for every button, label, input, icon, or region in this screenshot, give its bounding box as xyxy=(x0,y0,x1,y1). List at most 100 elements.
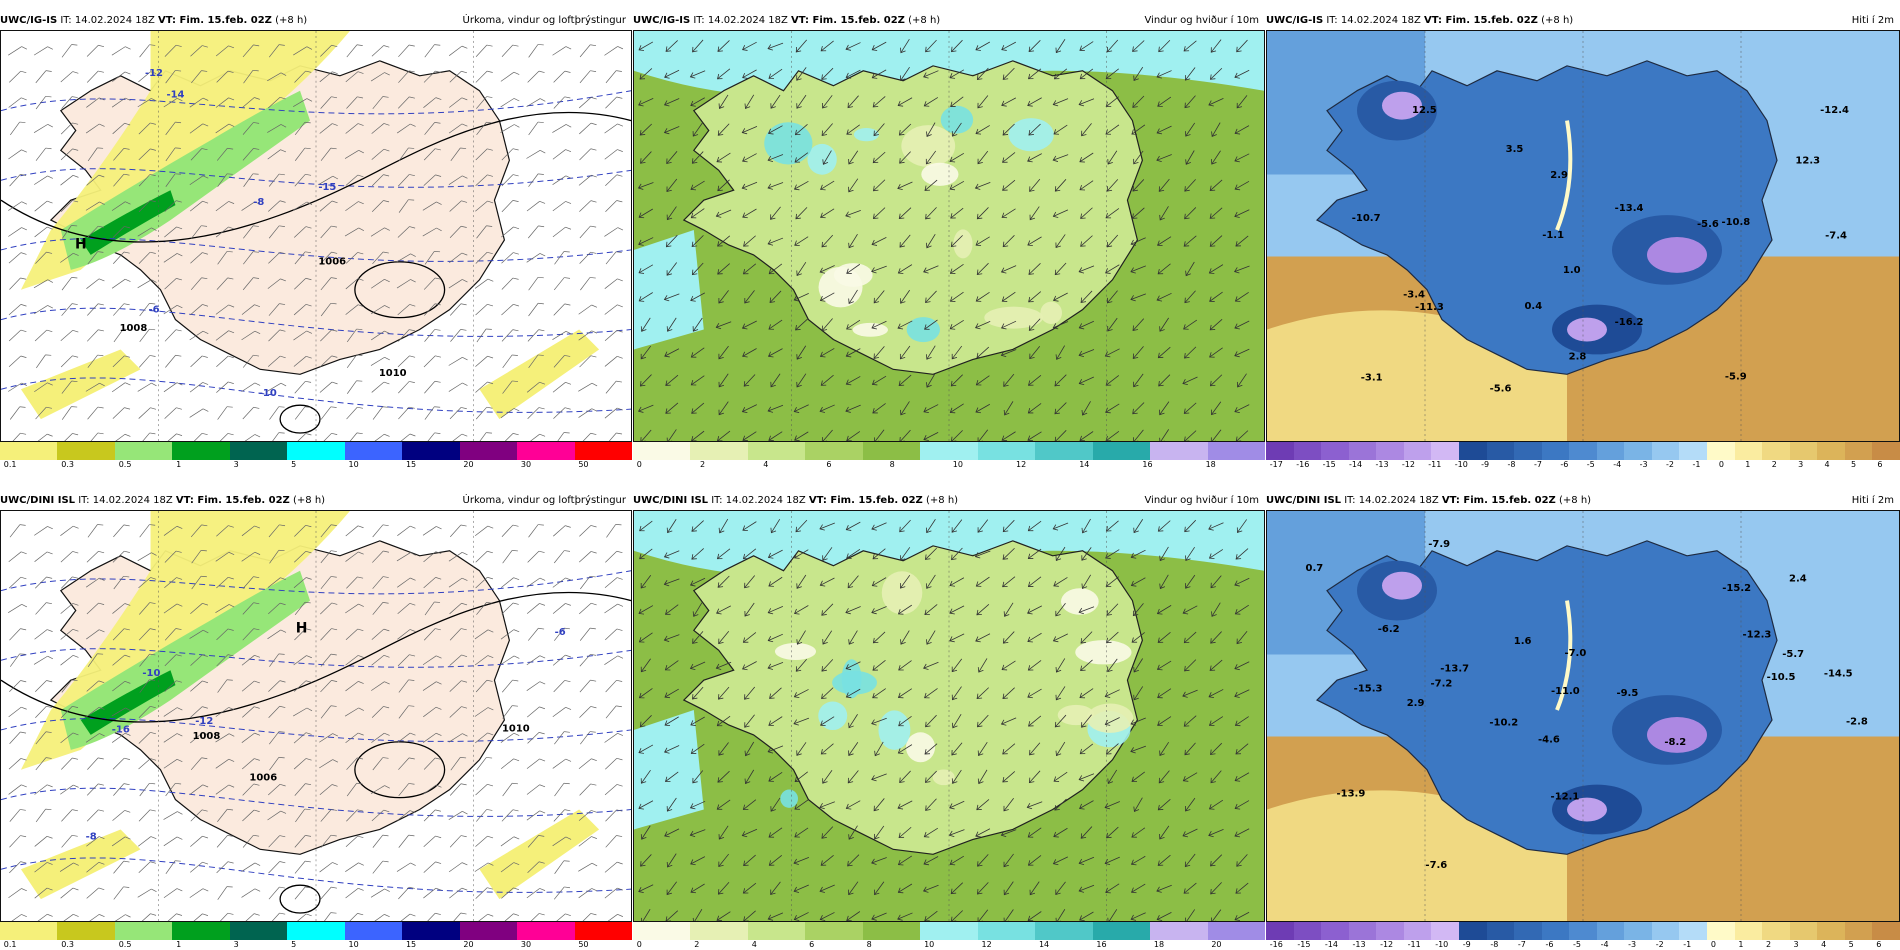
wind-barb xyxy=(398,147,415,162)
wind-barb xyxy=(448,552,468,562)
wind-arrow xyxy=(718,94,729,109)
wind-barb xyxy=(605,432,623,441)
wind-barb xyxy=(605,380,622,394)
wind-barb xyxy=(422,681,442,691)
map-value-label: -3.1 xyxy=(1361,373,1383,384)
wind-arrow xyxy=(1234,689,1250,698)
wind-barb xyxy=(217,808,234,822)
wind-arrow xyxy=(1183,235,1197,247)
wind-arrow xyxy=(1002,547,1015,560)
colorbar-segment xyxy=(57,922,115,940)
wind-barb xyxy=(9,731,27,745)
map-value-label: H xyxy=(75,236,87,252)
wind-barb xyxy=(243,251,259,265)
map-value-label: -10.2 xyxy=(1489,717,1518,728)
wind-arrow xyxy=(949,800,965,810)
wind-barb xyxy=(113,173,130,187)
wind-arrow xyxy=(1130,912,1146,921)
wind-arrow xyxy=(1027,520,1042,532)
wind-barb xyxy=(450,147,467,162)
wind-barb xyxy=(527,835,545,848)
wind-arrow xyxy=(1183,631,1197,644)
wind-arrow xyxy=(717,179,730,192)
wind-barb xyxy=(502,380,519,394)
colorbar-tick-label: 0 xyxy=(636,460,642,469)
wind-arrow xyxy=(900,66,910,81)
wind-barb xyxy=(35,147,52,161)
wind-barb xyxy=(320,432,338,441)
init-time: IT: 14.02.2024 18Z xyxy=(1341,495,1442,506)
wind-arrow xyxy=(1106,290,1118,304)
map-value-label: -5.6 xyxy=(1490,383,1512,394)
wind-arrow xyxy=(767,42,784,51)
init-time: IT: 14.02.2024 18Z xyxy=(690,15,792,26)
wind-arrow xyxy=(1130,855,1146,866)
wind-barb xyxy=(578,304,598,315)
colorbar-tick-label: -11 xyxy=(1428,460,1442,469)
map-value-label: -11.3 xyxy=(1415,302,1444,313)
wind-arrow xyxy=(638,237,654,246)
wind-barb xyxy=(164,654,182,667)
map-value-label: 1006 xyxy=(318,257,346,268)
wind-barb xyxy=(528,121,544,136)
wind-arrow xyxy=(1233,265,1250,274)
wind-barb xyxy=(396,123,416,134)
wind-barb xyxy=(422,201,442,211)
wind-barb xyxy=(268,602,286,615)
map-value-label: -11.0 xyxy=(1551,686,1580,697)
wind-barb xyxy=(422,732,442,743)
wind-arrow xyxy=(898,826,912,839)
wind-barb xyxy=(579,913,597,921)
wind-arrow xyxy=(820,374,834,386)
wind-arrow xyxy=(949,263,964,274)
wind-arrow xyxy=(821,429,833,441)
wind-barb xyxy=(87,251,104,265)
colorbar-segment xyxy=(1707,442,1735,460)
wind-barb xyxy=(604,655,624,665)
wind-barb xyxy=(448,356,468,366)
wind-barb xyxy=(59,862,79,872)
wind-barb xyxy=(476,121,493,136)
wind-arrow xyxy=(872,688,886,699)
wind-barb xyxy=(397,732,416,744)
wind-arrow xyxy=(871,577,887,587)
wind-arrow xyxy=(1184,207,1197,220)
wind-arrow xyxy=(1182,689,1198,698)
wind-barb xyxy=(345,603,364,614)
map-value-label: -8 xyxy=(86,832,97,843)
wind-barb xyxy=(61,96,78,109)
wind-arrow xyxy=(1028,770,1041,784)
wind-barb xyxy=(475,835,494,847)
wind-barb xyxy=(293,330,313,341)
wind-arrow xyxy=(691,402,705,414)
wind-barb xyxy=(476,328,492,343)
wind-barb xyxy=(345,551,364,562)
wind-arrow xyxy=(768,827,783,838)
colorbar xyxy=(633,442,1265,460)
lead-time: (+8 h) xyxy=(271,15,308,26)
wind-barb xyxy=(190,432,208,441)
colorbar-tick-label: 4 xyxy=(751,940,757,949)
wind-arrow xyxy=(743,374,756,387)
wind-arrow xyxy=(1209,235,1223,247)
wind-barb xyxy=(243,69,259,84)
wind-barb xyxy=(396,253,416,263)
wind-barb xyxy=(552,175,572,185)
wind-barb xyxy=(372,550,390,563)
wind-barb xyxy=(371,148,390,160)
wind-arrow xyxy=(1055,345,1066,360)
wind-arrow xyxy=(1157,236,1172,247)
wind-barb xyxy=(371,123,390,134)
wind-arrow xyxy=(1234,180,1250,191)
wind-arrow xyxy=(793,180,809,191)
wind-barb xyxy=(268,200,286,212)
wind-arrow xyxy=(692,631,704,644)
colorbar-segment xyxy=(633,922,691,940)
wind-arrow xyxy=(845,69,861,79)
wind-barb xyxy=(475,783,494,796)
wind-barb xyxy=(190,355,208,368)
colorbar-segment xyxy=(402,922,460,940)
wind-arrow xyxy=(1002,235,1015,248)
panel-run-info: UWC/IG-IS IT: 14.02.2024 18Z VT: Fim. 15… xyxy=(0,14,307,28)
wind-barb xyxy=(320,302,337,317)
